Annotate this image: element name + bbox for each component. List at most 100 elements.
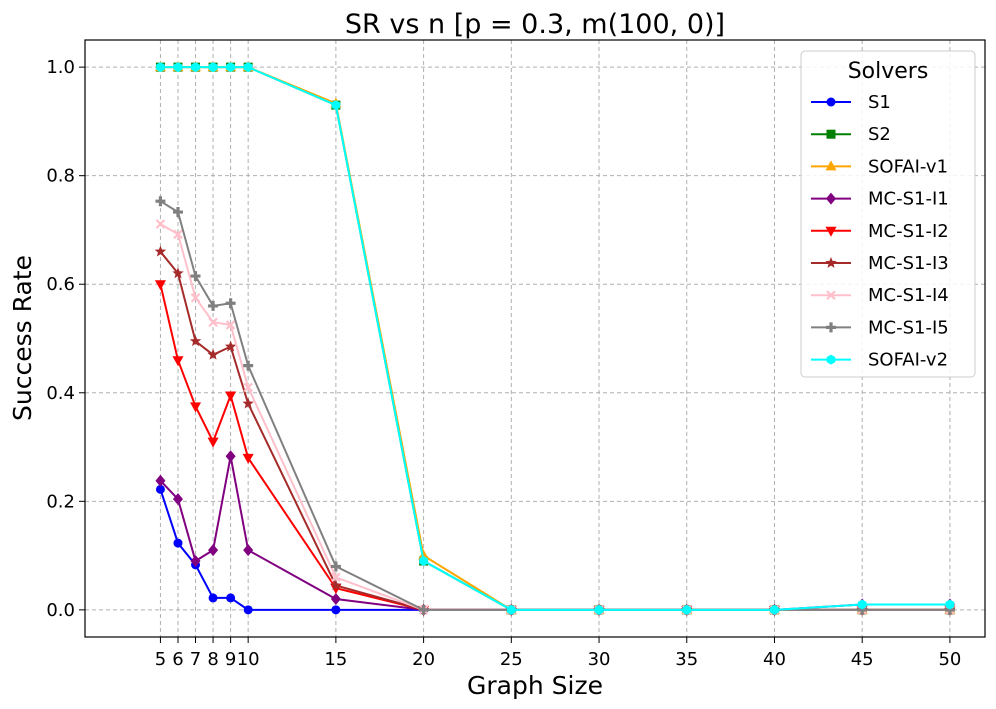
- x-tick-label: 25: [500, 649, 523, 670]
- legend-item: MC-S1-I4: [811, 285, 949, 306]
- data-point-marker: [506, 604, 516, 615]
- legend-label: SOFAI-v2: [868, 350, 948, 371]
- data-point-marker: [243, 605, 253, 615]
- y-tick-label: 0.0: [46, 600, 75, 621]
- y-axis-label: Success Rate: [8, 255, 37, 421]
- x-tick-label: 30: [588, 649, 611, 670]
- x-tick-label: 40: [763, 649, 786, 670]
- data-point-marker: [190, 555, 201, 568]
- data-point-marker: [825, 226, 837, 237]
- x-tick-label: 15: [324, 649, 347, 670]
- legend-label: SOFAI-v1: [868, 156, 948, 177]
- data-point-marker: [173, 538, 183, 548]
- plot-frame: [84, 39, 986, 638]
- data-point-marker: [172, 207, 183, 218]
- data-point-marker: [418, 549, 430, 560]
- data-point-marker: [225, 450, 236, 463]
- data-point-marker: [331, 100, 341, 111]
- legend-label: S1: [868, 92, 891, 113]
- x-tick-label: 45: [851, 649, 874, 670]
- data-point-marker: [243, 360, 254, 371]
- data-point-marker: [682, 604, 692, 615]
- data-point-marker: [208, 62, 218, 73]
- data-point-marker: [155, 474, 166, 487]
- data-point-marker: [208, 317, 218, 327]
- y-tick-label: 0.8: [46, 166, 75, 187]
- data-point-marker: [419, 556, 428, 567]
- data-point-marker: [825, 160, 837, 171]
- data-point-marker: [226, 593, 236, 603]
- x-tick-label: 50: [938, 649, 961, 670]
- data-point-marker: [208, 300, 219, 311]
- data-point-marker: [224, 340, 237, 352]
- legend-label: S2: [868, 124, 891, 145]
- legend: Solvers S1 S2 SOFAI-v1 MC-S1-I1 MC-S1-I2 MC-S1…: [800, 50, 976, 378]
- legend-title: Solvers: [848, 59, 929, 84]
- x-tick-label: 20: [412, 649, 435, 670]
- series-line: [159, 456, 950, 611]
- data-point-marker: [207, 437, 219, 448]
- data-point-marker: [330, 579, 342, 591]
- axes-layer: 5 6 7 8 9 10 15 20 25 30 35 40 45 50 0.0 0.2 0.4 0.6 0.8 1.…: [46, 57, 961, 670]
- data-point-marker: [826, 192, 836, 205]
- data-point-marker: [242, 397, 254, 409]
- x-axis-label: Graph Size: [467, 671, 603, 700]
- data-point-marker: [156, 62, 165, 73]
- data-point-marker: [173, 62, 183, 73]
- x-tick-label: 7: [190, 649, 201, 670]
- x-tick-label: 8: [207, 649, 218, 670]
- data-point-marker: [826, 129, 836, 139]
- series-layer: [154, 61, 956, 616]
- y-tick-label: 1.0: [46, 57, 75, 78]
- data-point-marker: [826, 290, 836, 300]
- data-point-marker: [594, 604, 604, 615]
- data-point-marker: [945, 599, 955, 610]
- data-point-marker: [243, 544, 254, 557]
- data-point-marker: [243, 382, 253, 393]
- data-point-marker: [155, 484, 165, 494]
- series-sofai-v2: [156, 62, 955, 615]
- series-mc-s1-i1: [155, 450, 955, 616]
- y-tick-label: 0.6: [46, 274, 75, 295]
- legend-label: MC-S1-I3: [868, 253, 949, 274]
- data-point-marker: [172, 267, 184, 279]
- x-tick-label: 5: [155, 649, 166, 670]
- data-point-marker: [242, 453, 254, 464]
- legend-label: MC-S1-I4: [868, 285, 949, 306]
- data-point-marker: [173, 229, 183, 240]
- data-point-marker: [857, 599, 867, 610]
- legend-item: MC-S1-I1: [811, 189, 949, 210]
- x-tick-label: 10: [237, 649, 260, 670]
- data-point-marker: [172, 493, 183, 506]
- data-point-marker: [225, 298, 236, 309]
- legend-label: MC-S1-I5: [868, 317, 949, 338]
- data-point-marker: [826, 322, 836, 333]
- data-point-marker: [225, 320, 236, 330]
- data-point-marker: [190, 402, 202, 413]
- data-point-marker: [154, 245, 167, 257]
- data-point-marker: [208, 593, 218, 603]
- data-point-marker: [172, 356, 184, 367]
- data-point-marker: [190, 271, 201, 282]
- legend-item: SOFAI-v1: [811, 156, 948, 177]
- data-point-marker: [154, 280, 166, 291]
- data-point-marker: [226, 62, 235, 73]
- data-point-marker: [330, 561, 341, 572]
- data-point-marker: [190, 293, 201, 303]
- legend-item: MC-S1-I5: [811, 317, 949, 338]
- x-tick-label: 35: [675, 649, 698, 670]
- legend-label: MC-S1-I1: [868, 189, 949, 210]
- data-point-marker: [207, 348, 219, 360]
- data-point-marker: [331, 572, 341, 583]
- data-point-marker: [225, 391, 237, 402]
- data-point-marker: [826, 354, 836, 365]
- data-point-marker: [331, 605, 341, 615]
- data-point-marker: [155, 196, 166, 207]
- series-s1: [155, 484, 955, 615]
- data-point-marker: [155, 219, 166, 229]
- data-point-marker: [208, 544, 219, 557]
- data-point-marker: [418, 604, 429, 615]
- legend-item: SOFAI-v2: [811, 350, 948, 371]
- data-point-marker: [770, 604, 779, 615]
